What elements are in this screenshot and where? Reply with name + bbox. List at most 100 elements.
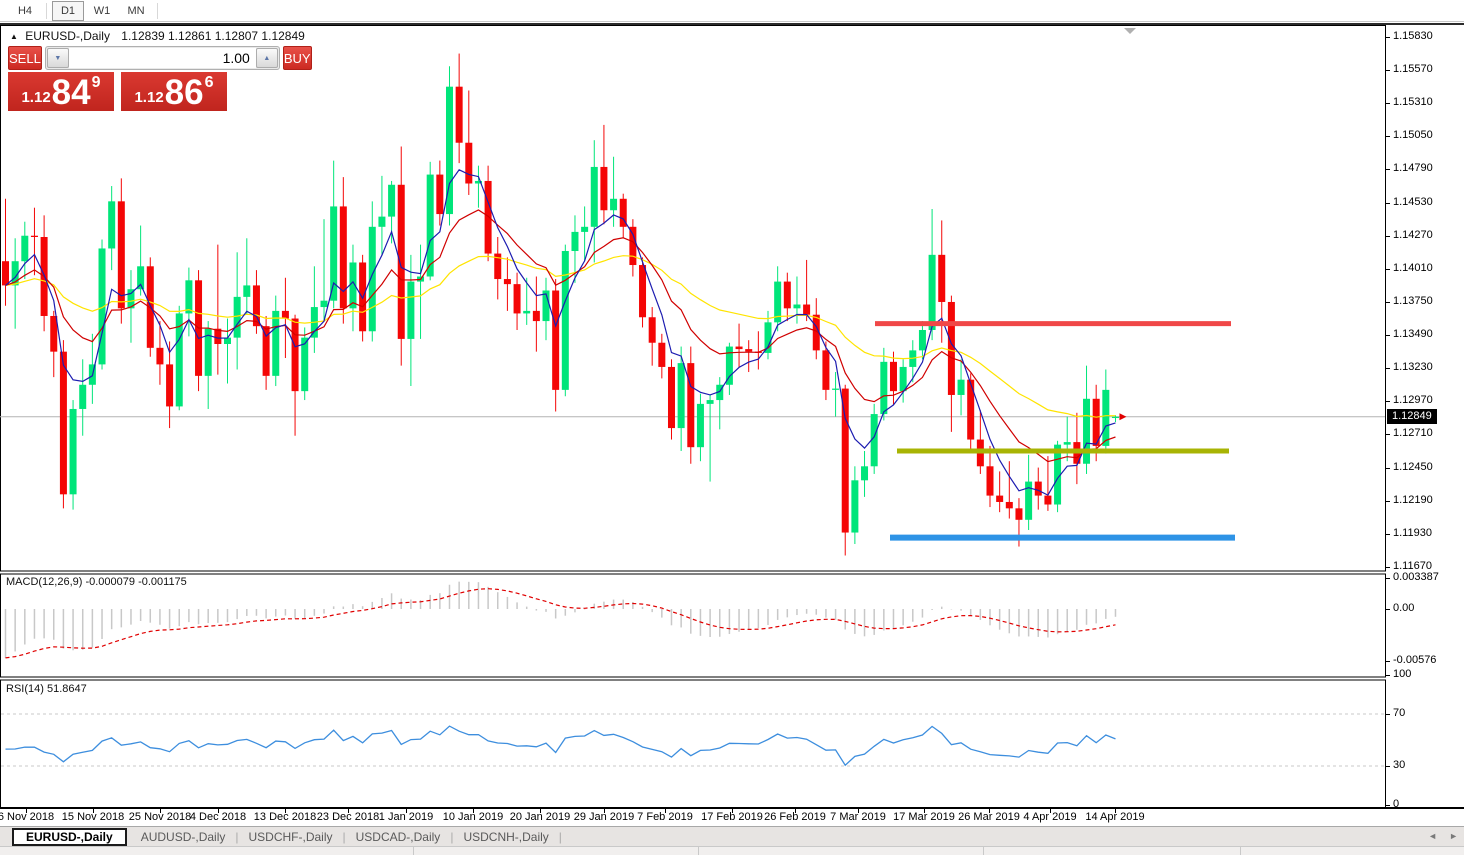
price-axis-label: 1.12450 xyxy=(1386,461,1433,473)
sell-price-big: 84 xyxy=(51,73,91,113)
macd-axis-label: 0.00 xyxy=(1386,602,1414,614)
time-axis-tick xyxy=(406,809,407,813)
candle-bull xyxy=(1083,398,1091,464)
timeframe-toolbar: H4 D1 W1 MN xyxy=(0,0,1464,22)
candle-bull xyxy=(716,384,724,401)
timeframe-button-h4[interactable]: H4 xyxy=(17,4,33,17)
tab-scroll-right-icon[interactable]: ► xyxy=(1449,831,1458,841)
candle-bull xyxy=(696,403,704,448)
time-axis-tick xyxy=(160,809,161,813)
time-axis-label: 25 Nov 2018 xyxy=(128,811,192,823)
chart-tab-audusd[interactable]: AUDUSD-,Daily xyxy=(140,829,226,844)
candle-bull xyxy=(1111,416,1119,419)
candle-bear xyxy=(841,388,849,533)
candle-bear xyxy=(889,361,897,392)
candle-bull xyxy=(523,310,531,314)
candle-bull xyxy=(301,337,309,392)
chart-canvas[interactable] xyxy=(0,25,1386,808)
candle-bear xyxy=(465,142,473,184)
time-axis-tick xyxy=(26,809,27,813)
candle-bull xyxy=(137,266,145,290)
chart-tab-eurusd[interactable]: EURUSD-,Daily xyxy=(12,827,127,846)
time-axis-label: 4 Dec 2018 xyxy=(189,811,247,823)
candle-bear xyxy=(1044,495,1052,505)
candle-bear xyxy=(822,350,830,390)
tab-scroll-left-icon[interactable]: ◄ xyxy=(1428,831,1438,841)
chart-tab-usdcad[interactable]: USDCAD-,Daily xyxy=(355,829,441,844)
price-axis-label: 1.15570 xyxy=(1386,63,1433,75)
candle-bull xyxy=(571,231,579,252)
sell-button[interactable]: SELL xyxy=(8,46,42,70)
candle-bull xyxy=(677,363,685,429)
candle-bull xyxy=(445,86,453,215)
buy-price-box[interactable]: 1.12 86 6 xyxy=(121,72,227,111)
chart-tab-usdcnh[interactable]: USDCNH-,Daily xyxy=(463,829,549,844)
time-axis-tick xyxy=(540,809,541,813)
macd-axis-label: -0.00576 xyxy=(1386,654,1436,666)
candle-bull xyxy=(175,313,183,407)
status-bar-divider xyxy=(413,847,414,855)
tab-separator: | xyxy=(342,829,346,844)
time-axis-label: 10 Jan 2019 xyxy=(442,811,504,823)
time-axis-tick xyxy=(1050,809,1051,813)
status-bar-divider xyxy=(698,847,699,855)
status-bar-divider xyxy=(983,847,984,855)
time-axis-label: 26 Feb 2019 xyxy=(764,811,826,823)
time-axis-tick xyxy=(1115,809,1116,813)
volume-increase-button[interactable]: ▲ xyxy=(255,48,278,68)
candle-bull xyxy=(861,466,869,481)
time-axis-label: 29 Jan 2019 xyxy=(573,811,635,823)
candle-bear xyxy=(619,198,627,227)
candle-bear xyxy=(967,379,975,440)
candle-bull xyxy=(98,248,106,365)
time-axis-label: 14 Apr 2019 xyxy=(1085,811,1145,823)
time-axis-tick xyxy=(989,809,990,813)
candle-bear xyxy=(59,351,67,495)
candle-bull xyxy=(725,346,733,385)
chart-window-top-border xyxy=(0,23,1464,25)
candle-bull xyxy=(204,328,212,376)
candle-bear xyxy=(146,266,154,348)
candle-bear xyxy=(996,495,1004,502)
one-click-collapse-icon[interactable]: ▲ xyxy=(10,32,18,41)
candle-bull xyxy=(11,261,19,286)
candle-bear xyxy=(532,310,540,322)
time-axis-label: 17 Feb 2019 xyxy=(701,811,763,823)
time-axis-label: 17 Mar 2019 xyxy=(893,811,955,823)
tab-scroll-nav: ◄ ► xyxy=(1428,831,1458,841)
chart-markers xyxy=(1119,28,1136,421)
chart-shift-marker-icon xyxy=(1124,28,1136,34)
price-axis-label: 1.12970 xyxy=(1386,394,1433,406)
timeframe-button-mn[interactable]: MN xyxy=(127,4,145,17)
candle-bear xyxy=(252,285,260,327)
price-axis-label: 1.13750 xyxy=(1386,295,1433,307)
timeframe-button-w1[interactable]: W1 xyxy=(93,4,111,17)
horizontal-line-objects[interactable] xyxy=(875,321,1235,541)
volume-stepper: ▼ ▲ xyxy=(44,46,280,70)
candle-bear xyxy=(2,261,9,286)
candle-bear xyxy=(667,366,675,429)
candle-bull xyxy=(368,226,376,332)
rsi-axis-label: 100 xyxy=(1386,668,1411,680)
chevron-down-icon: ▼ xyxy=(54,54,62,62)
candle-bull xyxy=(69,408,77,495)
timeframe-button-d1[interactable]: D1 xyxy=(52,0,84,21)
candle-bull xyxy=(1025,481,1033,520)
chart-tab-usdchf[interactable]: USDCHF-,Daily xyxy=(248,829,333,844)
volume-decrease-button[interactable]: ▼ xyxy=(46,48,69,68)
candle-bear xyxy=(1015,508,1023,520)
buy-button[interactable]: BUY xyxy=(282,46,312,70)
sell-price-box[interactable]: 1.12 84 9 xyxy=(8,72,114,111)
candle-bear xyxy=(745,349,753,352)
candle-bull xyxy=(349,262,357,309)
candle-bear xyxy=(687,363,695,448)
buy-price-big: 86 xyxy=(164,73,204,113)
price-axis-label: 1.13230 xyxy=(1386,361,1433,373)
price-axis-label: 1.15310 xyxy=(1386,96,1433,108)
candle-bear xyxy=(166,364,174,407)
candle-bull xyxy=(330,206,338,301)
time-axis-tick xyxy=(348,809,349,813)
volume-input[interactable] xyxy=(68,48,256,68)
candle-bear xyxy=(50,315,58,352)
